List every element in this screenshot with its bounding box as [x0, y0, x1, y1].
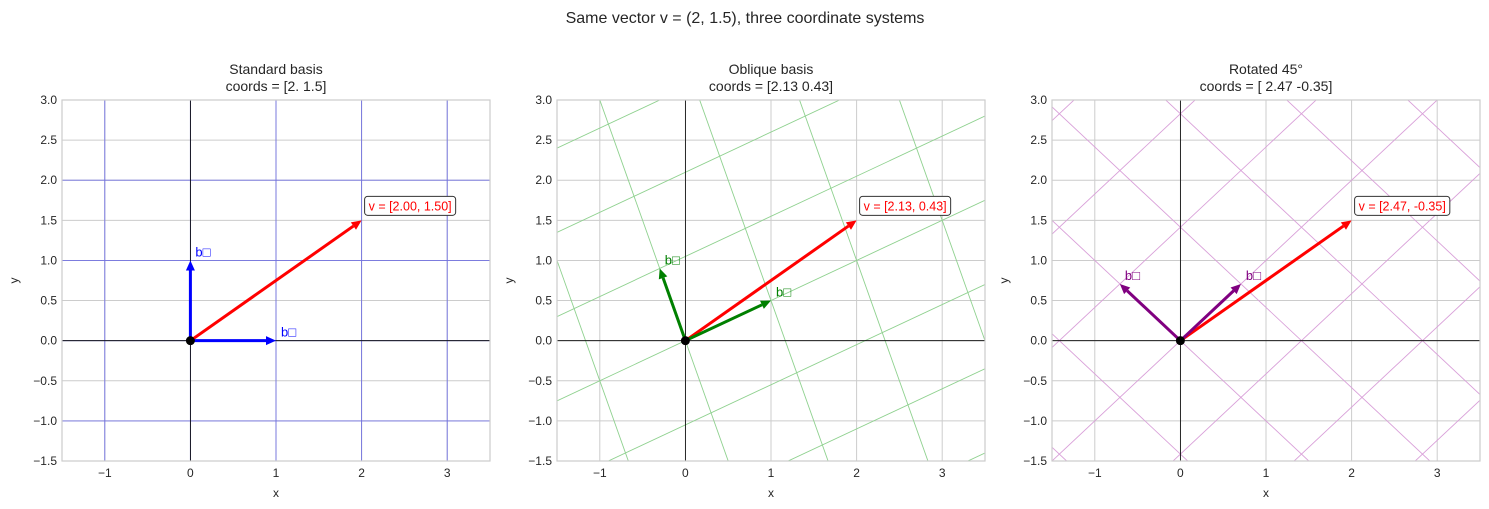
y-tick-label: 3.0 [40, 93, 57, 107]
x-tick-label: 2 [1348, 466, 1355, 480]
vector-annotation: v = [2.13, 0.43] [859, 195, 952, 216]
subplot-3: b□ b□ v = [2.47, -0.35] −1 0 1 2 3 −1.5 −1.0 −0.5 0… [997, 61, 1481, 500]
tick-labels: −1 0 1 2 3 −1.5 −1.0 −0.5 0.0 0.5 1.0 1.5 2.0 2.5 3.0 [33, 93, 451, 480]
y-tick-label: −0.5 [528, 374, 552, 388]
basis-label-b1: b□ [281, 325, 296, 340]
y-tick-label: 1.0 [535, 253, 552, 267]
vector-v-arrow [1179, 220, 1352, 342]
x-axis-label: x [273, 486, 279, 500]
y-tick-label: 2.5 [40, 133, 57, 147]
x-tick-label: 0 [682, 466, 689, 480]
y-axis-label: y [7, 278, 21, 284]
y-tick-label: −0.5 [33, 374, 57, 388]
x-tick-label: −1 [98, 466, 112, 480]
subplot-coords-title: coords = [ 2.47 -0.35] [1200, 78, 1333, 94]
x-tick-label: 0 [187, 466, 194, 480]
x-tick-label: 1 [1263, 466, 1270, 480]
y-tick-label: 1.0 [1030, 253, 1047, 267]
x-tick-label: 3 [1434, 466, 1441, 480]
y-tick-label: 0.0 [1030, 334, 1047, 348]
basis-arrow-b2 [1119, 283, 1182, 342]
origin-point [1175, 336, 1185, 346]
y-tick-label: −1.0 [33, 414, 57, 428]
y-tick-label: −1.5 [528, 454, 552, 468]
origin-point [680, 336, 690, 346]
x-tick-label: 2 [853, 466, 860, 480]
y-tick-label: 0.5 [535, 294, 552, 308]
svg-text:v = [2.13, 0.43]: v = [2.13, 0.43] [864, 199, 947, 213]
vector-v-arrow [189, 220, 362, 342]
x-axis-label: x [1263, 486, 1269, 500]
basis-label-b2: b□ [195, 244, 210, 259]
x-tick-label: 1 [768, 466, 775, 480]
axes-frame [1051, 99, 1481, 462]
x-tick-label: 3 [939, 466, 946, 480]
x-tick-label: −1 [1088, 466, 1102, 480]
tick-labels: −1 0 1 2 3 −1.5 −1.0 −0.5 0.0 0.5 1.0 1.5 2.0 2.5 3.0 [1023, 93, 1441, 480]
y-tick-label: 1.5 [1030, 213, 1047, 227]
y-tick-label: −0.5 [1023, 374, 1047, 388]
subplot-1: b□ b□ v = [2.00, 1.50] −1 0 1 2 3 −1.5 −1.0 −0.5 0.… [7, 61, 491, 500]
subplot-title: Oblique basis [729, 61, 814, 77]
y-tick-label: −1.0 [1023, 414, 1047, 428]
x-tick-label: 0 [1177, 466, 1184, 480]
vector-annotation: v = [2.47, -0.35] [1354, 195, 1451, 216]
subplot-title: Rotated 45° [1229, 61, 1303, 77]
svg-text:v = [2.47, -0.35]: v = [2.47, -0.35] [1359, 199, 1446, 213]
x-axis-label: x [768, 486, 774, 500]
y-tick-label: −1.5 [33, 454, 57, 468]
y-tick-label: 0.5 [1030, 294, 1047, 308]
y-tick-label: −1.0 [528, 414, 552, 428]
y-axis-label: y [997, 278, 1011, 284]
x-tick-label: −1 [593, 466, 607, 480]
y-tick-label: 2.0 [40, 173, 57, 187]
y-tick-label: 3.0 [535, 93, 552, 107]
x-tick-label: 3 [444, 466, 451, 480]
y-tick-label: −1.5 [1023, 454, 1047, 468]
basis-label-b2: b□ [665, 252, 680, 267]
y-tick-label: 2.0 [535, 173, 552, 187]
figure-suptitle: Same vector v = (2, 1.5), three coordina… [566, 10, 925, 27]
y-axis-label: y [502, 278, 516, 284]
y-tick-label: 2.0 [1030, 173, 1047, 187]
subplot-coords-title: coords = [2.13 0.43] [709, 78, 833, 94]
axes-frame [556, 99, 986, 462]
tick-labels: −1 0 1 2 3 −1.5 −1.0 −0.5 0.0 0.5 1.0 1.5 2.0 2.5 3.0 [528, 93, 946, 480]
vector-v-arrow [684, 220, 857, 342]
basis-label-b1: b□ [1246, 268, 1261, 283]
y-tick-label: 1.5 [40, 213, 57, 227]
subplot-coords-title: coords = [2. 1.5] [226, 78, 327, 94]
svg-text:v = [2.00, 1.50]: v = [2.00, 1.50] [369, 199, 452, 213]
y-tick-label: 2.5 [535, 133, 552, 147]
basis-arrow-b2 [658, 268, 687, 342]
basis-label-b2: b□ [1125, 268, 1140, 283]
y-tick-label: 0.5 [40, 294, 57, 308]
basis-label-b1: b□ [776, 285, 791, 300]
vector-annotation: v = [2.00, 1.50] [364, 195, 457, 216]
y-tick-label: 2.5 [1030, 133, 1047, 147]
basis-arrow-b1 [684, 300, 771, 343]
y-tick-label: 0.0 [40, 334, 57, 348]
y-tick-label: 1.5 [535, 213, 552, 227]
x-tick-label: 2 [358, 466, 365, 480]
axes-frame [61, 99, 491, 462]
basis-arrow-b1 [190, 336, 276, 346]
y-tick-label: 3.0 [1030, 93, 1047, 107]
basis-arrow-b2 [185, 260, 195, 341]
y-tick-label: 1.0 [40, 253, 57, 267]
y-tick-label: 0.0 [535, 334, 552, 348]
basis-arrow-b1 [1179, 283, 1241, 342]
subplot-title: Standard basis [229, 61, 322, 77]
x-tick-label: 1 [273, 466, 280, 480]
origin-point [185, 336, 195, 346]
